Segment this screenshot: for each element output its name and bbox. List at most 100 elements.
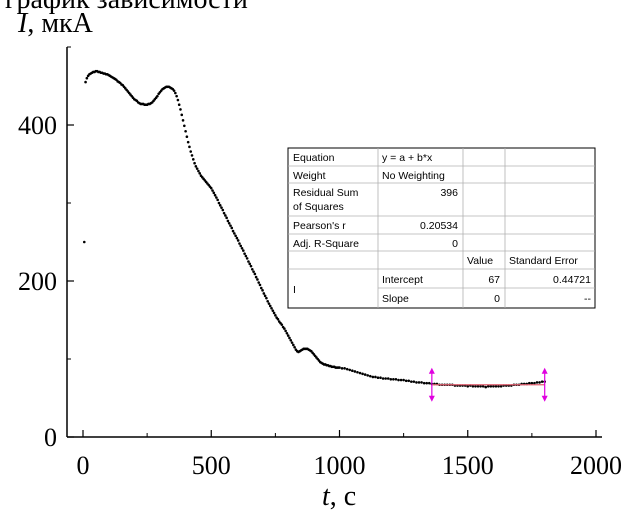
data-point	[224, 214, 227, 217]
data-point	[364, 373, 367, 376]
data-point	[273, 312, 276, 315]
data-point	[379, 376, 382, 379]
equation-label: Equation	[293, 152, 335, 164]
data-point	[251, 268, 254, 271]
data-point	[366, 374, 369, 377]
data-point	[234, 234, 237, 237]
data-point	[390, 378, 393, 381]
data-point	[218, 202, 221, 205]
slope-value: 0	[494, 293, 500, 305]
data-point	[377, 376, 380, 379]
data-point	[265, 297, 268, 300]
data-point	[274, 314, 277, 317]
rss-label-line1: Residual Sum	[293, 187, 359, 199]
data-point	[211, 189, 214, 192]
data-point	[356, 371, 359, 374]
data-point	[229, 224, 232, 227]
data-point	[497, 385, 500, 388]
range-marker-arrow-up	[542, 368, 548, 374]
data-point	[175, 95, 178, 98]
data-point	[272, 309, 275, 312]
pearson-value: 0.20534	[420, 220, 458, 232]
data-point	[177, 99, 180, 102]
y-axis-unit: , мкА	[27, 8, 93, 39]
data-point	[191, 154, 194, 157]
data-point	[382, 377, 385, 380]
pearson-label: Pearson's r	[293, 220, 346, 232]
data-point	[428, 382, 431, 385]
dependent-variable: I	[293, 284, 296, 296]
data-point	[187, 141, 190, 144]
data-point	[482, 385, 485, 388]
data-point	[538, 381, 541, 384]
rss-label-line2: of Squares	[293, 201, 344, 213]
data-point	[369, 375, 372, 378]
data-point	[374, 376, 377, 379]
data-point	[84, 81, 87, 84]
data-point	[293, 346, 296, 349]
data-point	[466, 385, 469, 388]
data-point	[477, 385, 480, 388]
data-point	[219, 204, 222, 207]
range-marker-arrow-down	[429, 396, 435, 402]
value-header: Value	[467, 255, 493, 267]
data-point	[221, 209, 224, 212]
data-point	[173, 89, 176, 92]
data-point	[182, 119, 185, 122]
data-point	[395, 378, 398, 381]
data-point	[83, 241, 86, 244]
data-point	[247, 260, 250, 263]
data-point	[420, 381, 423, 384]
data-point	[341, 367, 344, 370]
range-marker-arrow-up	[429, 368, 435, 374]
x-tick-label: 0	[77, 451, 90, 480]
data-point	[418, 381, 421, 384]
data-point	[225, 217, 228, 220]
slope-label: Slope	[382, 293, 409, 305]
data-point	[472, 385, 475, 388]
data-point	[541, 380, 544, 383]
data-point	[193, 162, 196, 165]
data-point	[284, 330, 287, 333]
data-point	[233, 232, 236, 235]
data-point	[487, 385, 490, 388]
data-point	[236, 237, 239, 240]
data-point	[269, 305, 272, 308]
intercept-error: 0.44721	[553, 274, 591, 286]
data-point	[407, 380, 410, 383]
data-point	[500, 385, 503, 388]
data-point	[268, 302, 271, 305]
data-point	[280, 323, 283, 326]
data-point	[270, 307, 273, 310]
data-point	[195, 165, 198, 168]
data-point	[338, 366, 341, 369]
data-point	[230, 227, 233, 230]
data-point	[288, 337, 291, 340]
data-point	[242, 249, 245, 252]
equation-value: y = a + b*x	[382, 152, 433, 164]
data-point	[255, 276, 258, 279]
weight-label: Weight	[293, 170, 326, 182]
data-point	[536, 381, 539, 384]
data-point	[348, 369, 351, 372]
data-point	[283, 327, 286, 330]
data-point	[384, 377, 387, 380]
x-tick-label: 500	[192, 451, 231, 480]
y-axis-title: I, мкА	[17, 8, 94, 39]
x-tick-label: 1000	[314, 451, 366, 480]
intercept-value: 67	[488, 274, 500, 286]
data-point	[184, 130, 187, 133]
data-point	[246, 257, 249, 260]
data-point	[188, 146, 191, 149]
data-point	[402, 379, 405, 382]
x-tick-label: 1500	[442, 451, 494, 480]
data-point	[248, 263, 251, 266]
data-point	[214, 194, 217, 197]
data-point	[528, 382, 531, 385]
data-point	[180, 114, 183, 117]
data-point	[410, 380, 413, 383]
y-tick-label: 400	[18, 111, 57, 140]
data-point	[210, 187, 213, 190]
fit-range	[429, 368, 548, 402]
